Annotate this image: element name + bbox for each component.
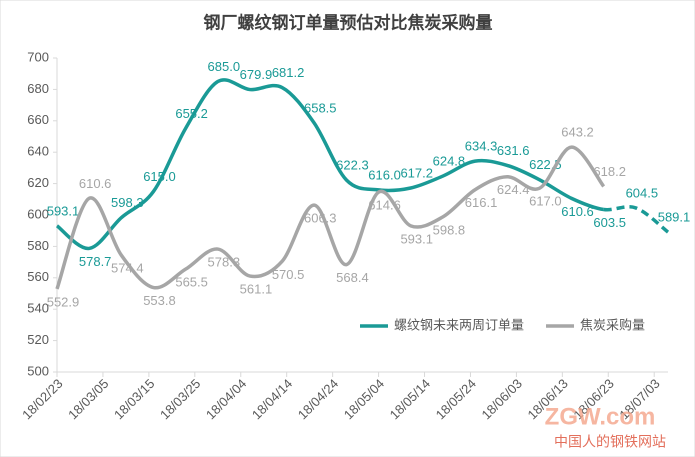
legend-label: 焦炭采购量 <box>580 317 645 332</box>
data-label: 610.6 <box>79 176 112 191</box>
y-tick-label: 540 <box>27 301 49 316</box>
legend-label: 螺纹钢未来两周订单量 <box>394 317 524 332</box>
data-label: 658.5 <box>304 101 337 116</box>
data-label: 624.4 <box>497 182 530 197</box>
data-label: 614.6 <box>368 198 401 213</box>
data-label: 593.1 <box>400 231 433 246</box>
data-label: 655.2 <box>175 106 208 121</box>
data-label: 561.1 <box>240 282 273 297</box>
y-tick-label: 600 <box>27 206 49 221</box>
data-label: 578.3 <box>208 255 241 270</box>
data-label: 616.1 <box>465 195 498 210</box>
data-label: 578.7 <box>79 254 112 269</box>
data-label: 593.1 <box>47 203 80 218</box>
data-label: 618.2 <box>593 164 626 179</box>
y-tick-label: 560 <box>27 269 49 284</box>
watermark-logo: ZGW.com <box>545 403 656 430</box>
series-line-forecast <box>603 205 670 234</box>
data-label: 598.8 <box>433 222 466 237</box>
chart-title: 钢厂螺纹钢订单量预估对比焦炭采购量 <box>204 12 493 32</box>
series-line <box>55 145 606 290</box>
y-tick-label: 620 <box>27 175 49 190</box>
data-label: 615.0 <box>143 169 176 184</box>
data-label: 685.0 <box>208 59 241 74</box>
data-label: 617.0 <box>529 194 562 209</box>
y-tick-label: 520 <box>27 332 49 347</box>
data-label: 679.9 <box>240 67 273 82</box>
data-label: 570.5 <box>272 267 305 282</box>
data-label: 624.8 <box>433 154 466 169</box>
data-label: 598.3 <box>111 195 144 210</box>
data-label: 603.5 <box>593 215 626 230</box>
data-label: 634.3 <box>465 139 498 154</box>
data-label: 616.0 <box>368 167 401 182</box>
data-label: 617.2 <box>400 165 433 180</box>
data-label: 681.2 <box>272 65 305 80</box>
data-label: 604.5 <box>626 185 659 200</box>
y-tick-label: 500 <box>27 363 49 378</box>
data-label: 574.4 <box>111 261 144 276</box>
data-label: 610.6 <box>561 204 594 219</box>
watermark: 中国人的钢铁网站 <box>554 434 666 450</box>
data-label: 589.1 <box>658 210 691 225</box>
y-tick-label: 580 <box>27 238 49 253</box>
data-label: 565.5 <box>175 275 208 290</box>
data-label: 552.9 <box>47 294 80 309</box>
data-label: 568.4 <box>336 270 369 285</box>
y-tick-label: 660 <box>27 112 49 127</box>
data-label: 631.6 <box>497 143 530 158</box>
data-label: 622.3 <box>336 157 369 172</box>
data-label: 606.3 <box>304 211 337 226</box>
y-tick-label: 640 <box>27 144 49 159</box>
y-tick-label: 700 <box>27 49 49 64</box>
y-tick-label: 680 <box>27 81 49 96</box>
data-label: 553.8 <box>143 293 176 308</box>
data-label: 643.2 <box>561 125 594 140</box>
series-line <box>55 78 604 251</box>
